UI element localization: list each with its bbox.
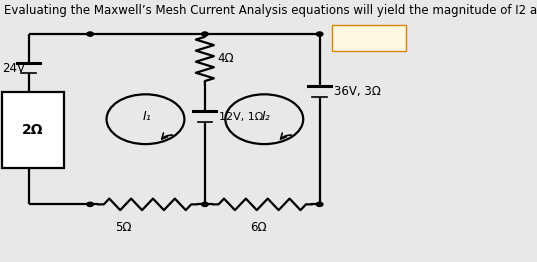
Text: 36V, 3Ω: 36V, 3Ω [334,85,381,98]
Text: Evaluating the Maxwell’s Mesh Current Analysis equations will yield the magnitud: Evaluating the Maxwell’s Mesh Current An… [4,4,537,17]
Circle shape [87,202,93,206]
Text: 🗋: 🗋 [336,33,342,43]
Text: 2Ω: 2Ω [22,123,43,137]
Circle shape [316,202,323,206]
Text: 24V: 24V [2,62,25,75]
Text: 6Ω: 6Ω [250,221,266,234]
Text: 4Ω: 4Ω [217,52,234,66]
Circle shape [87,32,93,36]
Text: 5Ω: 5Ω [115,221,131,234]
Text: (Ctrl) ▾: (Ctrl) ▾ [361,33,394,43]
Circle shape [201,32,208,36]
Text: 12V, 1Ω: 12V, 1Ω [219,112,264,122]
Text: I₂: I₂ [262,110,271,123]
Circle shape [201,202,208,206]
FancyBboxPatch shape [332,25,405,51]
Text: I₁: I₁ [143,110,152,123]
Circle shape [316,32,323,36]
Bar [2,92,63,168]
